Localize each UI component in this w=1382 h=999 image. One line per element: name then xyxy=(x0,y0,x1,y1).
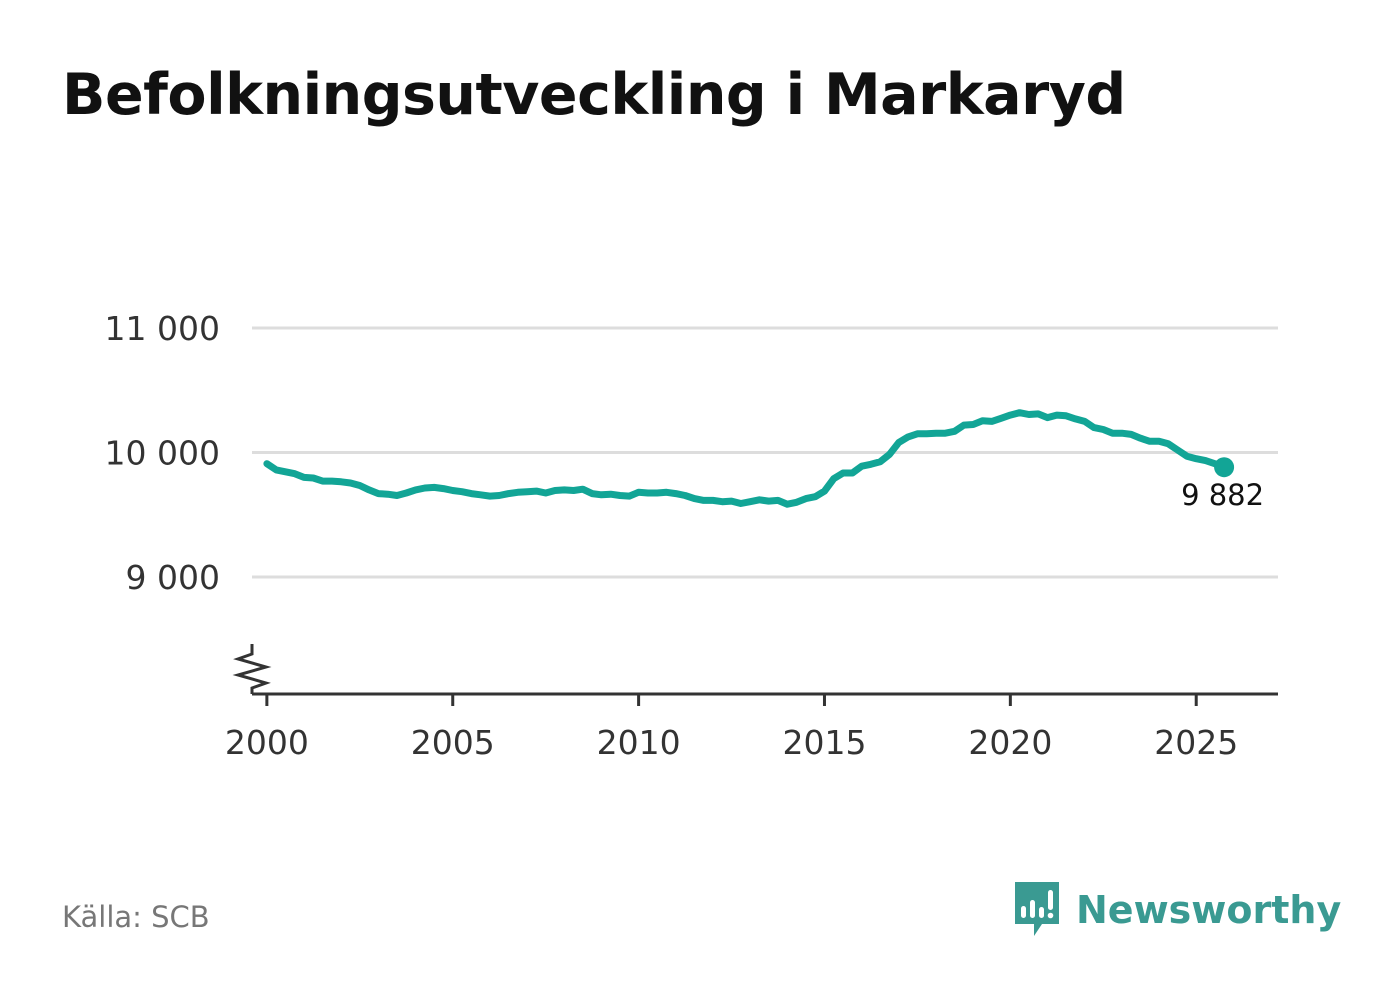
x-tick-label: 2015 xyxy=(782,723,866,762)
x-tick-label: 2020 xyxy=(968,723,1052,762)
gridlines xyxy=(252,326,1278,579)
x-tick-label: 2005 xyxy=(411,723,495,762)
x-tick-label: 2010 xyxy=(597,723,681,762)
x-axis-ticks: 2000 2005 2010 2015 2020 2025 xyxy=(225,694,1238,762)
x-axis xyxy=(232,644,1278,696)
y-axis-ticks: 9 000 10 000 11 000 xyxy=(105,309,220,597)
chart-title: Befolkningsutveckling i Markaryd xyxy=(62,62,1126,128)
brand-logo: Newsworthy xyxy=(1012,880,1341,940)
y-tick-label: 10 000 xyxy=(105,434,220,473)
x-tick-label: 2000 xyxy=(225,723,309,762)
source-note: Källa: SCB xyxy=(62,900,210,934)
y-tick-label: 9 000 xyxy=(126,558,220,597)
end-point xyxy=(1214,457,1235,478)
x-tick-label: 2025 xyxy=(1154,723,1238,762)
axis-break-icon xyxy=(232,644,272,694)
end-value-label: 9 882 xyxy=(1181,478,1264,512)
brand-name: Newsworthy xyxy=(1076,888,1342,932)
newsworthy-logo-icon xyxy=(1015,882,1059,936)
series: 9 882 xyxy=(263,409,1264,512)
series-line xyxy=(263,409,1228,508)
y-tick-label: 11 000 xyxy=(105,309,220,348)
